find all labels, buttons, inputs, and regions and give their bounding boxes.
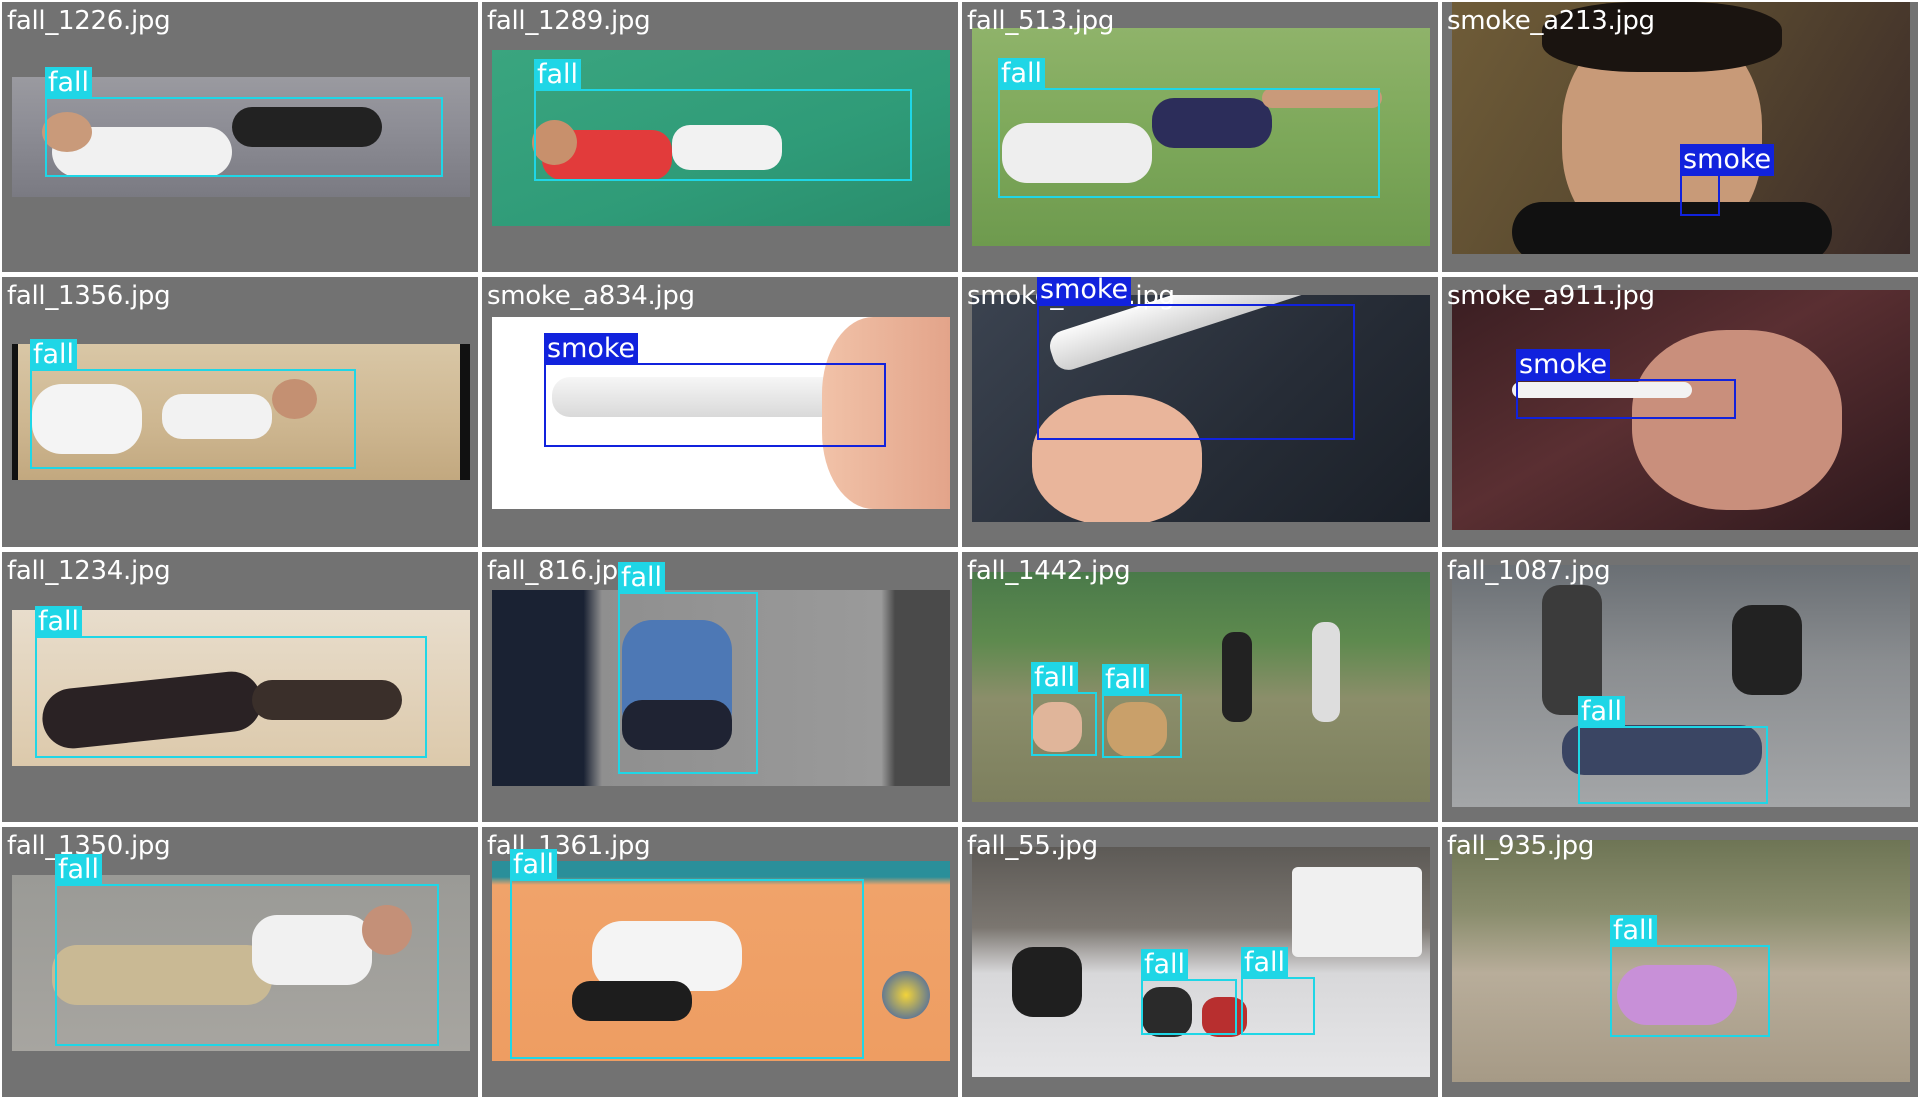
fall-class-label: fall	[998, 58, 1046, 90]
fall-bounding-box: fall	[1578, 696, 1768, 804]
fall-bounding-box: fall	[55, 854, 439, 1046]
fall-class-label: fall	[510, 849, 558, 881]
fall-bounding-box: fall	[35, 606, 427, 758]
smoke-bounding-box: smoke	[1680, 144, 1775, 216]
tile-fall-1361: fall_1361.jpg fall	[482, 827, 958, 1097]
fall-bounding-box: fall	[45, 67, 443, 177]
smoke-bounding-box: smoke	[1037, 277, 1355, 440]
photo	[1452, 840, 1910, 1082]
tile-fall-1087: fall_1087.jpg fall	[1442, 552, 1918, 822]
photo	[492, 590, 950, 786]
smoke-class-label: smoke	[544, 333, 639, 365]
tile-fall-816: fall_816.jpg fall	[482, 552, 958, 822]
tile-fall-1356: fall_1356.jpg fall	[2, 277, 478, 547]
filename-label: fall_935.jpg	[1447, 831, 1595, 861]
fall-bounding-box: fall	[30, 339, 356, 469]
fall-bounding-box: fall	[1610, 915, 1770, 1037]
tile-fall-55: fall_55.jpg fall fall	[962, 827, 1438, 1097]
tile-fall-1226: fall_1226.jpg fall	[2, 2, 478, 272]
smoke-class-label: smoke	[1516, 349, 1611, 381]
photo	[1452, 565, 1910, 807]
tile-fall-1350: fall_1350.jpg fall	[2, 827, 478, 1097]
smoke-bounding-box: smoke	[1516, 349, 1736, 419]
fall-class-label: fall	[1102, 664, 1150, 696]
photo	[12, 875, 470, 1051]
fall-bounding-box: fall	[1241, 947, 1315, 1035]
fall-bounding-box: fall	[998, 58, 1380, 198]
filename-label: fall_816.jpg	[487, 556, 635, 586]
fall-bounding-box: fall	[534, 59, 912, 181]
fall-class-label: fall	[1031, 662, 1079, 694]
tile-fall-1442: fall_1442.jpg fall fall	[962, 552, 1438, 822]
tile-fall-1234: fall_1234.jpg fall	[2, 552, 478, 822]
filename-label: smoke_a834.jpg	[487, 281, 695, 311]
photo	[1452, 290, 1910, 530]
filename-label: fall_1234.jpg	[7, 556, 171, 586]
filename-label: smoke_a911.jpg	[1447, 281, 1655, 311]
fall-class-label: fall	[1141, 949, 1189, 981]
tile-smoke-a823: smoke_a823.jpg smoke	[962, 277, 1438, 547]
fall-class-label: fall	[1241, 947, 1289, 979]
fall-class-label: fall	[55, 854, 103, 886]
fall-bounding-box: fall	[618, 562, 758, 774]
filename-label: fall_1442.jpg	[967, 556, 1131, 586]
tile-fall-513: fall_513.jpg fall	[962, 2, 1438, 272]
fall-class-label: fall	[1578, 696, 1626, 728]
fall-class-label: fall	[35, 606, 83, 638]
fall-bounding-box: fall	[1141, 949, 1237, 1035]
filename-label: fall_1289.jpg	[487, 6, 651, 36]
smoke-bounding-box: smoke	[544, 333, 886, 447]
filename-label: fall_1087.jpg	[1447, 556, 1611, 586]
smoke-class-label: smoke	[1680, 144, 1775, 176]
fall-class-label: fall	[618, 562, 666, 594]
fall-class-label: fall	[534, 59, 582, 91]
tile-smoke-a213: smoke_a213.jpg smoke	[1442, 2, 1918, 272]
filename-label: smoke_a213.jpg	[1447, 6, 1655, 36]
filename-label: fall_1356.jpg	[7, 281, 171, 311]
tile-smoke-a834: smoke_a834.jpg smoke	[482, 277, 958, 547]
photo	[12, 344, 470, 480]
fall-class-label: fall	[45, 67, 93, 99]
tile-smoke-a911: smoke_a911.jpg smoke	[1442, 277, 1918, 547]
tile-fall-1289: fall_1289.jpg fall	[482, 2, 958, 272]
filename-label: fall_513.jpg	[967, 6, 1115, 36]
filename-label: fall_55.jpg	[967, 831, 1098, 861]
fall-class-label: fall	[30, 339, 78, 371]
photo	[1452, 2, 1910, 254]
photo	[492, 861, 950, 1061]
smoke-class-label: smoke	[1037, 277, 1132, 306]
fall-class-label: fall	[1610, 915, 1658, 947]
tile-fall-935: fall_935.jpg fall	[1442, 827, 1918, 1097]
photo	[972, 572, 1430, 802]
fall-bounding-box: fall	[1102, 664, 1182, 758]
photo	[972, 847, 1430, 1077]
photo	[972, 28, 1430, 246]
filename-label: fall_1226.jpg	[7, 6, 171, 36]
fall-bounding-box: fall	[1031, 662, 1097, 756]
fall-bounding-box: fall	[510, 849, 864, 1059]
